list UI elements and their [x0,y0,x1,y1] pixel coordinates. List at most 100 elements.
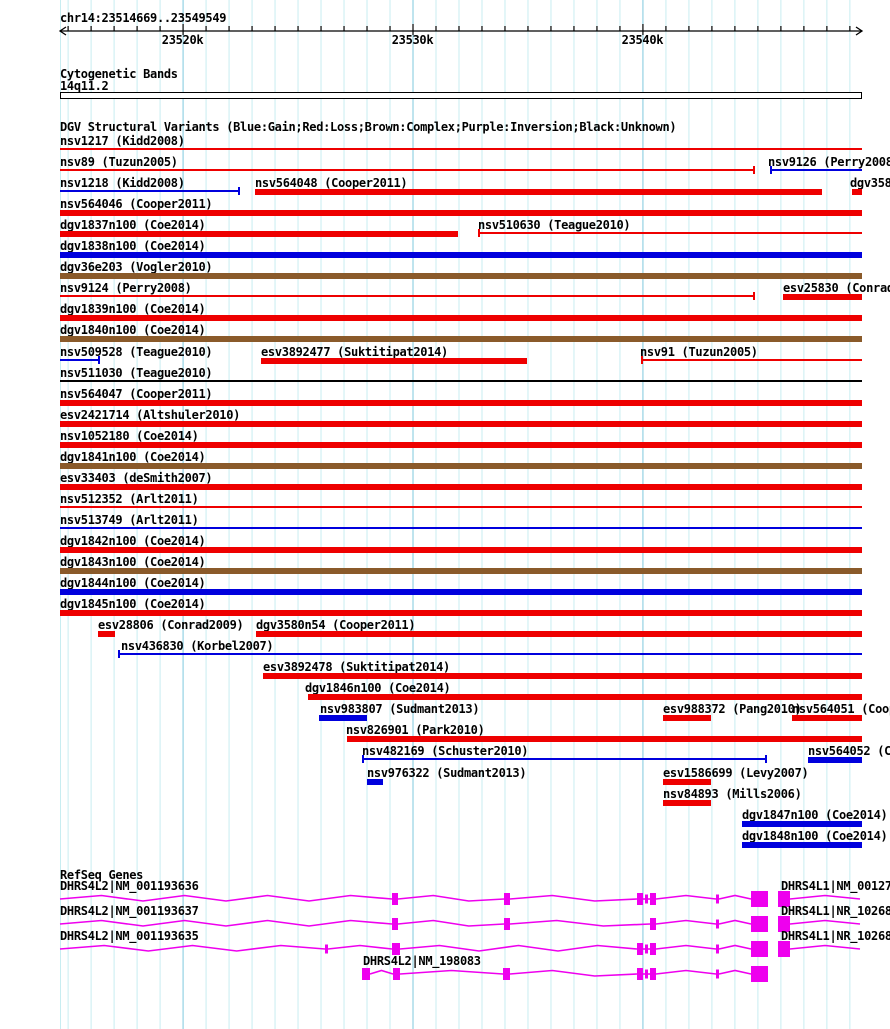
variant-bar[interactable] [60,610,862,616]
variant-label: nsv1217 (Kidd2008) [60,134,185,148]
variant-bar[interactable] [261,358,527,364]
gene-exon[interactable] [503,968,510,980]
variant-end-tick [478,229,480,237]
gene-exon[interactable] [778,941,790,957]
gene-exon[interactable] [504,918,510,930]
variant-label: nsv436830 (Korbel2007) [121,639,274,653]
variant-bar[interactable] [98,631,115,637]
variant-bar[interactable] [60,589,862,595]
variant-bar[interactable] [60,484,862,490]
variant-bar[interactable] [60,231,458,237]
gene-exon[interactable] [645,894,648,904]
gene-exon[interactable] [392,918,398,930]
variant-bar[interactable] [742,821,862,827]
gene-label: DHRS4L1|NM_00127786 [781,879,890,893]
gene-exon[interactable] [392,893,398,905]
variant-label: dgv36e203 (Vogler2010) [60,260,213,274]
variant-bar[interactable] [60,547,862,553]
variant-bar[interactable] [808,757,862,763]
variant-bar[interactable] [60,336,862,342]
variant-label: nsv564048 (Cooper2011) [255,176,408,190]
variant-bar[interactable] [792,715,862,721]
gene-exon[interactable] [650,893,656,905]
gene-exon[interactable] [716,944,719,954]
gene-exon[interactable] [504,893,510,905]
gene-exon[interactable] [637,893,643,905]
variant-line[interactable] [770,169,862,171]
gene-exon[interactable] [645,969,648,979]
gene-intron-line [789,944,861,950]
variant-label: nsv564046 (Cooper2011) [60,197,213,211]
variant-label: nsv91 (Tuzun2005) [640,345,758,359]
variant-label: nsv1052180 (Coe2014) [60,429,199,443]
gene-exon[interactable] [751,966,768,982]
gene-exon[interactable] [650,918,656,930]
variant-end-tick [765,755,767,763]
gene-exon[interactable] [650,968,656,980]
gene-exon[interactable] [751,916,768,932]
gene-label: DHRS4L1|NR_102687 [781,904,890,918]
variant-line[interactable] [60,380,862,382]
variant-bar[interactable] [263,673,862,679]
variant-bar[interactable] [663,779,711,785]
gene-exon[interactable] [716,919,719,929]
variant-bar[interactable] [347,736,862,742]
variant-line[interactable] [60,359,100,361]
refseq-gene-models[interactable] [59,891,861,982]
variant-line[interactable] [641,359,862,361]
gene-exon[interactable] [778,891,790,907]
variant-bar[interactable] [663,800,711,806]
variant-bar[interactable] [852,189,862,195]
gene-intron-line [59,944,326,952]
gene-exon[interactable] [637,943,643,955]
refseq-genes-header: RefSeq Genes [60,868,144,882]
variant-bar[interactable] [255,189,822,195]
variant-label: esv33403 (deSmith2007) [60,471,213,485]
variant-bar[interactable] [60,273,862,279]
variant-bar[interactable] [742,842,862,848]
gene-exon[interactable] [637,968,643,980]
cytoband-14q11-2[interactable] [60,92,862,99]
variant-bar[interactable] [60,400,862,406]
variant-bar[interactable] [308,694,862,700]
variant-line[interactable] [60,506,862,508]
variant-bar[interactable] [60,568,862,574]
gene-exon[interactable] [751,891,768,907]
variant-bar[interactable] [60,315,862,321]
variant-label: dgv1838n100 (Coe2014) [60,239,206,253]
variant-bar[interactable] [319,715,367,721]
variant-line[interactable] [362,758,767,760]
gene-exon[interactable] [362,968,370,980]
gene-exon[interactable] [751,941,768,957]
gene-exon[interactable] [650,943,656,955]
gene-exon[interactable] [325,944,328,954]
variant-line[interactable] [60,169,755,171]
variant-label: nsv9124 (Perry2008) [60,281,192,295]
variant-label: dgv1842n100 (Coe2014) [60,534,206,548]
variant-bar[interactable] [60,421,862,427]
variant-bar[interactable] [60,442,862,448]
gene-exon[interactable] [716,969,719,979]
gene-exon[interactable] [393,968,400,980]
variant-line[interactable] [478,232,862,234]
gene-exon[interactable] [392,943,400,955]
cytogenetic-bands-header: Cytogenetic Bands [60,67,178,81]
variant-bar[interactable] [663,715,711,721]
gene-label: DHRS4L1|NR_102688 [781,929,890,943]
variant-line[interactable] [118,653,862,655]
variant-bar[interactable] [60,252,862,258]
variant-bar[interactable] [60,210,862,216]
gene-exon[interactable] [716,894,719,904]
variant-line[interactable] [60,295,755,297]
variant-bar[interactable] [367,779,383,785]
variant-bar[interactable] [60,463,862,469]
variant-line[interactable] [60,148,862,150]
variant-line[interactable] [60,190,240,192]
variant-bar[interactable] [256,631,862,637]
variant-end-tick [238,187,240,195]
gene-exon[interactable] [645,944,648,954]
variant-line[interactable] [60,527,862,529]
variant-bar[interactable] [783,294,862,300]
gene-exon[interactable] [778,916,790,932]
